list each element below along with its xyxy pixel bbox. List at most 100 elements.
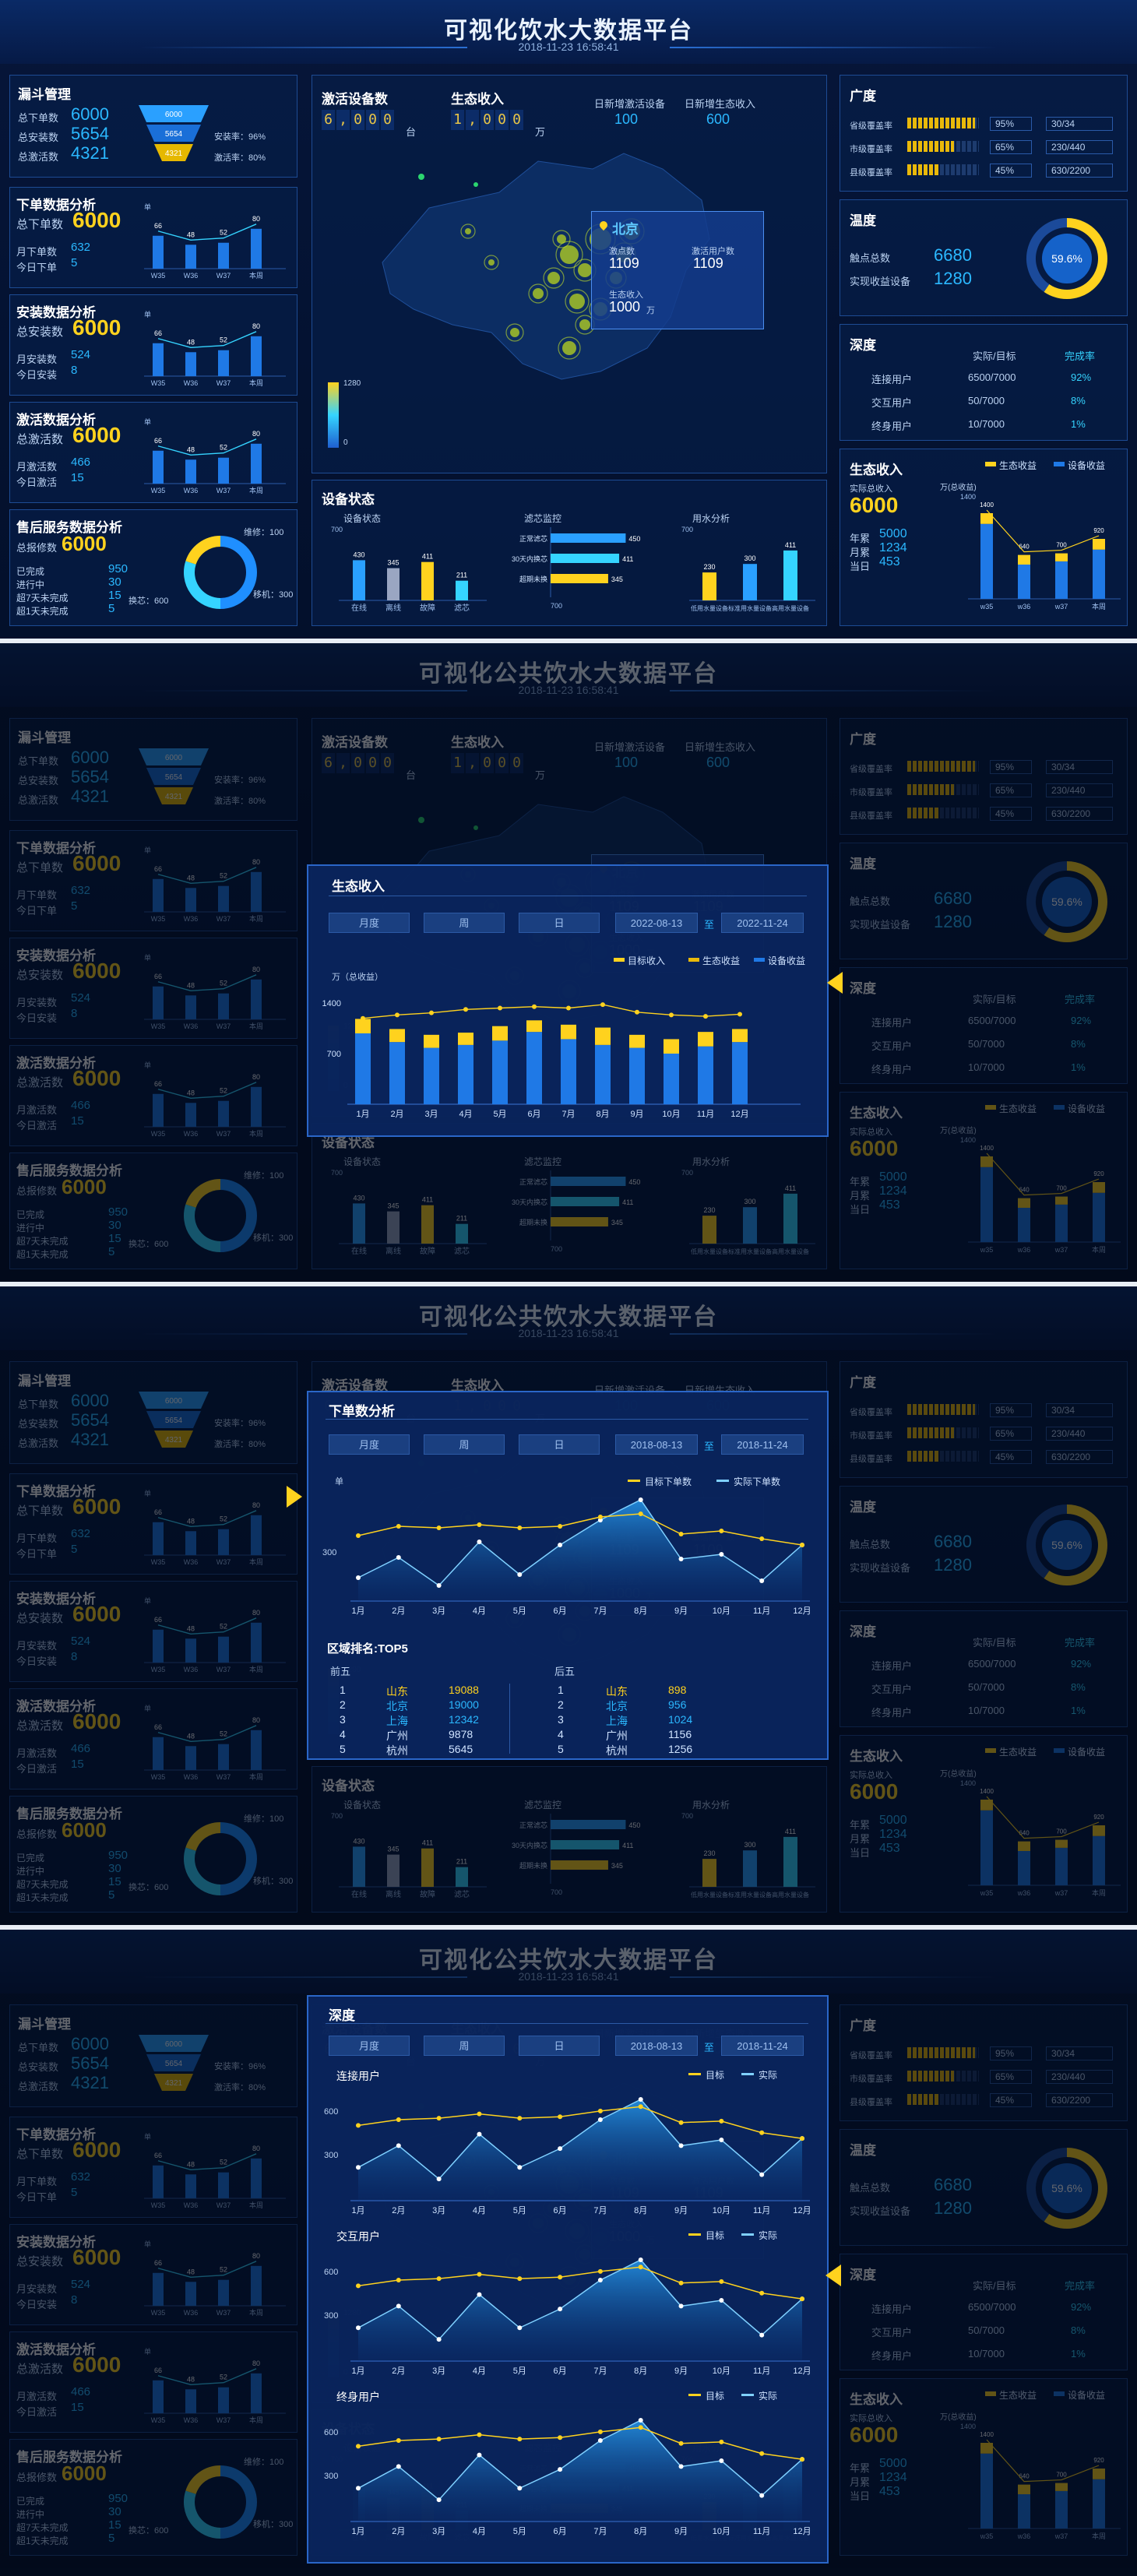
eco-bar-label: 本周 (1092, 602, 1106, 611)
mini-bar-label: W36 (184, 272, 199, 280)
month-label: 4月 (473, 2367, 486, 2376)
depth-line-chart-1-target-point (638, 2104, 643, 2110)
status-bar-label: 在线 (351, 603, 367, 613)
period-tab[interactable]: 周 (424, 913, 505, 933)
new-eco-label: 日新增生态收入 (685, 98, 756, 110)
depth-line-chart-1-target-point (477, 2111, 482, 2117)
month-label: 5月 (513, 2527, 526, 2536)
period-tab[interactable]: 周 (424, 2036, 505, 2056)
eco-bar-label: w36 (1017, 603, 1031, 611)
eco-ecology-bar (629, 1034, 645, 1048)
device-status-chart: 700 430 在线 345 离线 411 故障 211 滤芯 (331, 526, 487, 613)
depth-line-chart-2-target-point (678, 2280, 684, 2286)
mini-bar (153, 343, 164, 376)
activate-panel-row-value: 466 (71, 456, 91, 469)
depth-line-chart-3-target-point (436, 2437, 442, 2442)
month-label: 2月 (392, 2206, 405, 2215)
target-income-point (395, 1012, 400, 1018)
eco-row-label: 当日 (850, 561, 871, 572)
month-label: 2月 (392, 2527, 405, 2536)
depth-row-pct: 8% (1071, 395, 1086, 406)
depth-row-label: 交互用户 (871, 397, 913, 409)
eco-ecology-bar (595, 1027, 611, 1045)
period-tab[interactable]: 月度 (329, 2036, 410, 2056)
date-to-input[interactable]: 2018-11-24 (721, 1434, 804, 1455)
depth-line-chart-1-actual-point (396, 2143, 401, 2148)
mini-chart-unit: 单 (144, 417, 151, 426)
month-label: 5月 (493, 1110, 506, 1119)
aftersale-row-label: 超7天未完成 (16, 593, 69, 604)
period-tab[interactable]: 日 (519, 2036, 600, 2056)
aftersale-row-value: 5 (108, 602, 115, 615)
target-income-point (600, 1002, 605, 1008)
orders-line-chart-actual-point (396, 1555, 401, 1560)
depth-line-chart-2-actual-point (638, 2258, 643, 2262)
funnel-row-label: 总激活数 (18, 151, 59, 163)
orders-line-chart-actual-point (558, 1543, 563, 1547)
depth-line-chart-3-area (358, 2420, 802, 2521)
period-tab[interactable]: 月度 (329, 1434, 410, 1455)
legend-actual-orders: 实际下单数 (734, 1476, 781, 1487)
depth-line-chart-1-target-point (800, 2136, 804, 2141)
month-label: 4月 (473, 2527, 486, 2536)
top-rank: 2 (340, 1698, 346, 1711)
bottom-city: 山东 (606, 1685, 628, 1698)
bottom-value: 1024 (668, 1713, 693, 1726)
breadth-progress-track (907, 164, 979, 175)
period-tab[interactable]: 周 (424, 1434, 505, 1455)
period-tab[interactable]: 月度 (329, 913, 410, 933)
month-label: 5月 (513, 2206, 526, 2215)
breadth-progress-track (907, 141, 979, 152)
eco-bar-label: w37 (1054, 603, 1068, 611)
depth-row-ratio: 6500/7000 (968, 371, 1016, 383)
eco-ecology-bar (355, 1019, 371, 1033)
donut-label-move: 移机：300 (253, 590, 294, 600)
orders-line-chart-target-point (719, 1529, 724, 1533)
new-device-value: 100 (614, 111, 639, 127)
depth-chart-title: 连接用户 (336, 2070, 380, 2082)
date-to-input[interactable]: 2018-11-24 (721, 2036, 804, 2056)
new-device-label: 日新增激活设备 (594, 98, 666, 110)
period-tab[interactable]: 日 (519, 1434, 600, 1455)
funnel-row-value: 6000 (71, 104, 109, 124)
date-from-input[interactable]: 2018-08-13 (615, 1434, 698, 1455)
pointer-arrow-icon (287, 1486, 302, 1508)
breadth-row-ratio: 30/34 (1046, 117, 1113, 131)
date-to-input[interactable]: 2022-11-24 (721, 913, 804, 933)
mini-bar-label: 本周 (249, 378, 263, 387)
month-label: 6月 (554, 2206, 567, 2215)
orders-line-chart-actual-point (678, 1557, 684, 1561)
bottom-city: 杭州 (606, 1744, 628, 1757)
popup-c-value: 1000 (609, 299, 641, 315)
filter-sub: 滤芯监控 (524, 513, 562, 524)
funnel-row-label: 总下单数 (18, 112, 59, 124)
legend-swatch-blue (1054, 462, 1065, 466)
screen-3: 可视化公共饮水大数据平台2018-11-23 16:58:41漏斗管理总下单数6… (0, 1286, 1137, 1925)
water-bar-label: 标准用水量设备 (728, 604, 772, 612)
orders-line-chart-actual-point (638, 1497, 643, 1502)
map-scale-bar (328, 382, 339, 448)
date-from-input[interactable]: 2022-08-13 (615, 913, 698, 933)
temperature-row-value: 6680 (934, 245, 972, 265)
filter-bar-label: 30天内换芯 (512, 554, 547, 563)
mini-bar-value: 52 (220, 444, 227, 452)
bottom-rank: 4 (558, 1728, 564, 1740)
header: 可视化饮水大数据平台 2018-11-23 16:58:41 (0, 0, 1137, 64)
breadth-progress-track (907, 118, 979, 128)
eco-device-bar (424, 1047, 439, 1104)
modal-legend-legend_c: 设备收益 (768, 955, 806, 966)
pointer-arrow-icon (827, 972, 843, 994)
period-tab[interactable]: 日 (519, 913, 600, 933)
depth-chart-title: 交互用户 (336, 2230, 380, 2243)
month-label: 12月 (793, 2367, 811, 2376)
temperature-row-label: 触点总数 (850, 252, 891, 264)
depth-line-chart-2-actual-point (436, 2337, 442, 2342)
screen-divider (0, 1282, 1137, 1286)
bottom-rank: 1 (558, 1684, 564, 1696)
date-from-input[interactable]: 2018-08-13 (615, 2036, 698, 2056)
month-label: 3月 (432, 2206, 445, 2215)
funnel-row-value: 5654 (71, 124, 109, 143)
eco-device-bar (732, 1042, 748, 1104)
orders-panel-title: 下单数据分析 (16, 198, 96, 213)
month-label: 4月 (459, 1110, 472, 1119)
